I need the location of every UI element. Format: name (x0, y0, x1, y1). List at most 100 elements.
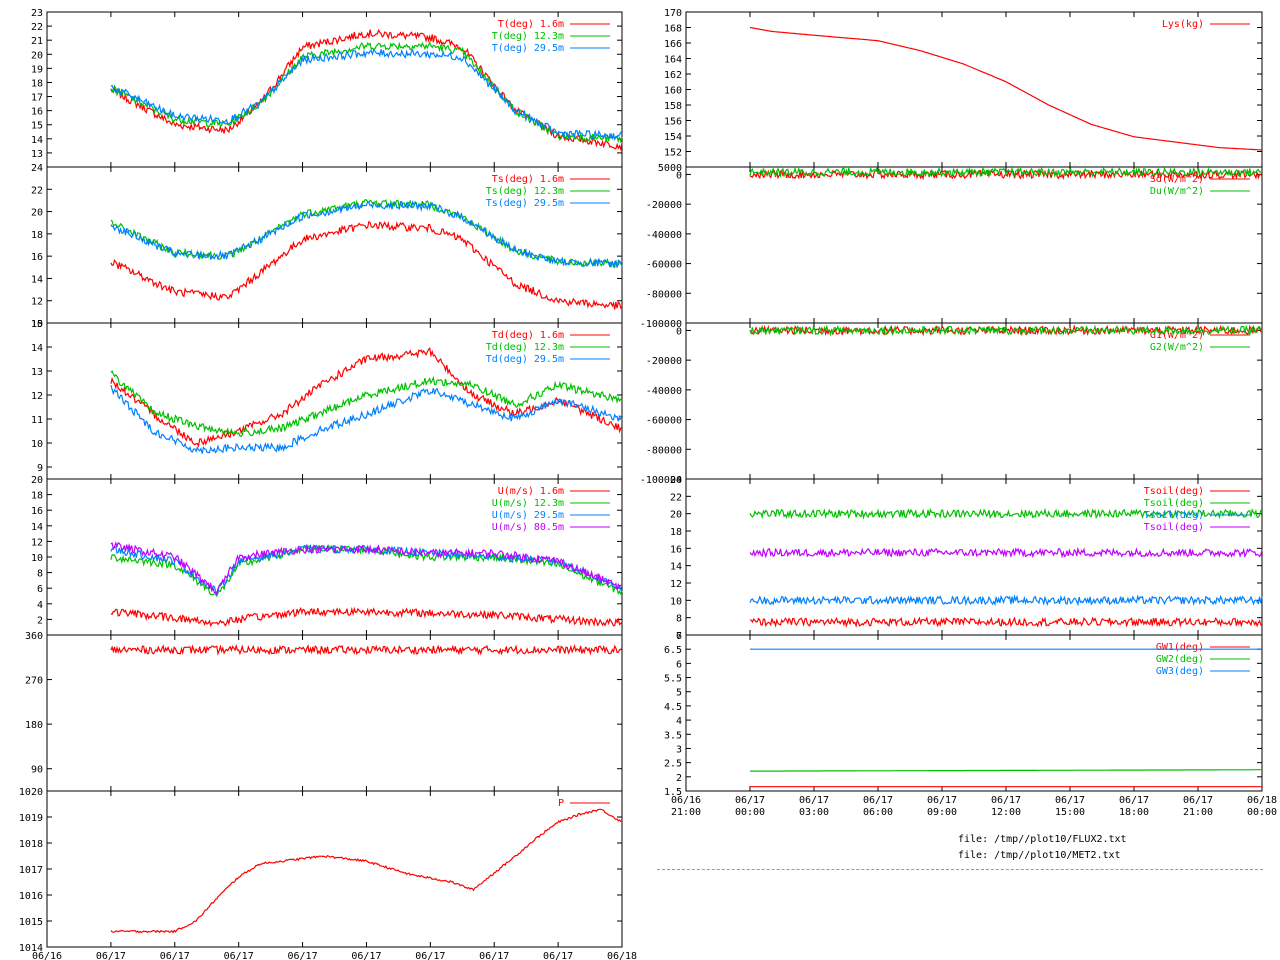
x-tick-time: 03:00 (799, 807, 829, 818)
footer-divider (657, 869, 1263, 870)
legend-label: Ts(deg) 29.5m (486, 198, 564, 209)
legend-label: GW2(deg) (1156, 654, 1204, 665)
x-tick-date: 06/18 (1247, 795, 1277, 806)
y-tick-label: 5 (676, 688, 682, 699)
x-tick-time: 00:00 (735, 807, 765, 818)
y-tick-label: 10 (31, 319, 43, 330)
y-tick-label: 1017 (19, 865, 43, 876)
y-tick-label: 14 (31, 343, 43, 354)
y-tick-label: 18 (31, 491, 43, 502)
plot-frame (46, 634, 623, 792)
y-tick-label: 6.5 (664, 645, 682, 656)
x-tick-date: 06/17 (543, 951, 573, 960)
y-tick-label: 20 (31, 208, 43, 219)
y-tick-label: 12 (31, 297, 43, 308)
y-tick-label: 23 (31, 8, 43, 19)
series-line (110, 643, 623, 656)
y-tick-label: 1.5 (664, 787, 682, 798)
x-tick-time: 21:00 (671, 807, 701, 818)
y-tick-label: 6 (676, 631, 682, 642)
panel-pressure: 1014101510161017101810191020P06/1621:000… (19, 787, 637, 960)
y-tick-label: 6 (37, 584, 43, 595)
panel-mass: 152 154 156 158 160 162 164 166 168 170 Lys(kg) (664, 8, 1263, 168)
x-tick-date: 06/17 (96, 951, 126, 960)
y-tick-label: 3.5 (664, 730, 682, 741)
y-tick-label: 22 (31, 22, 43, 33)
legend-label: Td(deg) 29.5m (486, 354, 564, 365)
y-tick-label: 3 (676, 744, 682, 755)
x-tick-date: 06/17 (224, 951, 254, 960)
x-tick-date: 06/17 (991, 795, 1021, 806)
y-tick-label: 9 (37, 463, 43, 474)
series-line (749, 616, 1262, 629)
y-tick-label: 0 (676, 170, 682, 181)
y-tick-label: 24 (31, 163, 43, 174)
y-tick-label: 168 (664, 24, 682, 35)
panel-soil-temperature: 681012141618202224Tsoil(deg)Tsoil(deg)Ts… (670, 475, 1263, 642)
y-tick-label: 12 (670, 579, 682, 590)
x-tick-date: 06/16 (671, 795, 701, 806)
y-tick-label: 12 (31, 537, 43, 548)
series-line (110, 808, 623, 934)
plot-frame (46, 790, 623, 948)
series-line (110, 541, 623, 596)
y-tick-label: 22 (670, 492, 682, 503)
y-tick-label: 164 (664, 55, 682, 66)
y-tick-label: -40000 (646, 230, 682, 241)
x-tick-date: 06/17 (735, 795, 765, 806)
x-tick-time: 06:00 (863, 807, 893, 818)
footer-file-met: file: /tmp//plot10/MET2.txt (958, 850, 1121, 861)
y-tick-label: 11 (31, 415, 43, 426)
x-tick-date: 06/16 (32, 951, 62, 960)
legend-label: Tsoil(deg) (1144, 522, 1204, 533)
y-tick-label: -100000 (640, 475, 682, 486)
y-tick-label: 2 (676, 773, 682, 784)
x-tick-date: 06/17 (351, 951, 381, 960)
legend-label: Sd(W/m^2) (1150, 174, 1204, 185)
y-tick-label: 18 (31, 78, 43, 89)
x-tick-date: 06/17 (160, 951, 190, 960)
legend-label: G2(W/m^2) (1150, 342, 1204, 353)
y-tick-label: -60000 (646, 260, 682, 271)
series-line (110, 347, 623, 448)
y-tick-label: 162 (664, 70, 682, 81)
y-tick-label: 180 (25, 720, 43, 731)
series-line (750, 769, 1262, 772)
y-tick-label: -20000 (646, 200, 682, 211)
y-tick-label: 14 (670, 562, 682, 573)
legend-label: Tsoil(deg) (1144, 498, 1204, 509)
series-line (110, 220, 623, 310)
y-tick-label: 1018 (19, 839, 43, 850)
y-tick-label: 16 (31, 252, 43, 263)
y-tick-label: 152 (664, 148, 682, 159)
legend-label: U(m/s) 12.3m (492, 498, 564, 509)
y-tick-label: 360 (25, 631, 43, 642)
x-tick-time: 09:00 (927, 807, 957, 818)
y-tick-label: 17 (31, 93, 43, 104)
y-tick-label: 8 (676, 614, 682, 625)
y-tick-label: -80000 (646, 289, 682, 300)
y-tick-label: 6 (676, 659, 682, 670)
y-tick-label: 90 (31, 765, 43, 776)
legend-label: Td(deg) 1.6m (492, 330, 564, 341)
legend-label: U(m/s) 29.5m (492, 510, 564, 521)
series-line (749, 507, 1263, 520)
y-tick-label: 14 (31, 274, 43, 285)
x-tick-date: 06/17 (799, 795, 829, 806)
y-tick-label: -60000 (646, 416, 682, 427)
y-tick-label: 21 (31, 36, 43, 47)
legend-label: P (558, 798, 564, 809)
y-tick-label: 16 (670, 544, 682, 555)
y-tick-label: 20 (31, 475, 43, 486)
series-line (110, 198, 623, 269)
x-tick-date: 06/18 (607, 951, 637, 960)
y-tick-label: 14 (31, 522, 43, 533)
y-tick-label: 0 (676, 326, 682, 337)
x-tick-time: 15:00 (1055, 807, 1085, 818)
y-tick-label: 13 (31, 367, 43, 378)
x-tick-date: 06/17 (415, 951, 445, 960)
